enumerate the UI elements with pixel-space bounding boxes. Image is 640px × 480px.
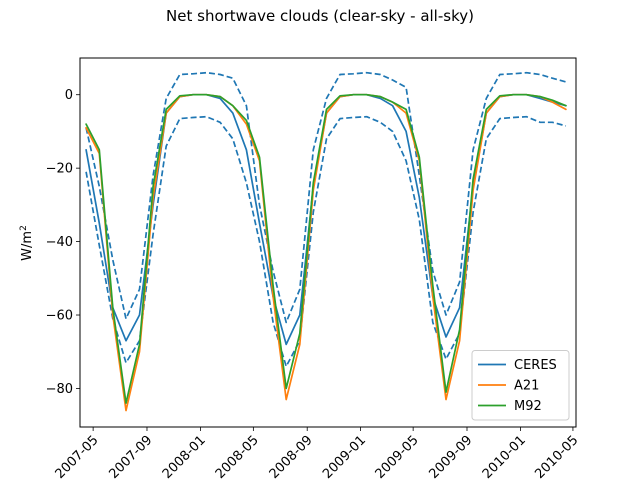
y-tick-label: −60 xyxy=(46,309,73,324)
x-tick-label: 2007-09 xyxy=(106,433,155,480)
plot-area xyxy=(85,71,567,412)
legend: CERES A21 M92 xyxy=(471,350,570,421)
plot-frame xyxy=(79,57,577,428)
series-line-ceres-lower xyxy=(85,115,567,368)
x-tick-label: 2009-05 xyxy=(373,433,422,480)
y-tick-label: −40 xyxy=(46,235,73,250)
x-tick-label: 2009-09 xyxy=(426,433,475,480)
series-line-ceres xyxy=(85,93,567,346)
x-tick-label: 2010-01 xyxy=(480,433,529,480)
x-tick-label: 2008-01 xyxy=(160,433,209,480)
series-line-m92 xyxy=(85,93,567,404)
x-tick-label: 2009-01 xyxy=(320,433,369,480)
y-tick-label: 0 xyxy=(65,88,73,103)
x-tick-label: 2010-05 xyxy=(532,433,581,480)
x-axis: 2007-05 2007-09 2008-01 2008-05 2008-09 2009-… xyxy=(53,427,581,480)
y-axis-label-superscript: 2 xyxy=(19,225,29,231)
x-tick-label: 2008-05 xyxy=(213,433,262,480)
legend-label-a21: A21 xyxy=(514,379,539,394)
y-axis-label-base: W/m xyxy=(20,231,35,261)
legend-box xyxy=(471,350,570,421)
y-axis: 0 −20 −40 −60 −80 xyxy=(46,88,80,397)
y-tick-label: −20 xyxy=(46,162,73,177)
legend-label-ceres: CERES xyxy=(514,358,557,373)
chart-title: Net shortwave clouds (clear-sky - all-sk… xyxy=(166,7,474,25)
x-tick-label: 2007-05 xyxy=(53,433,102,480)
y-tick-label: −80 xyxy=(46,382,73,397)
y-axis-label: W/m2 xyxy=(19,225,35,261)
x-tick-label: 2008-09 xyxy=(267,433,316,480)
series-line-ceres-upper xyxy=(85,71,567,324)
legend-label-m92: M92 xyxy=(514,399,542,414)
